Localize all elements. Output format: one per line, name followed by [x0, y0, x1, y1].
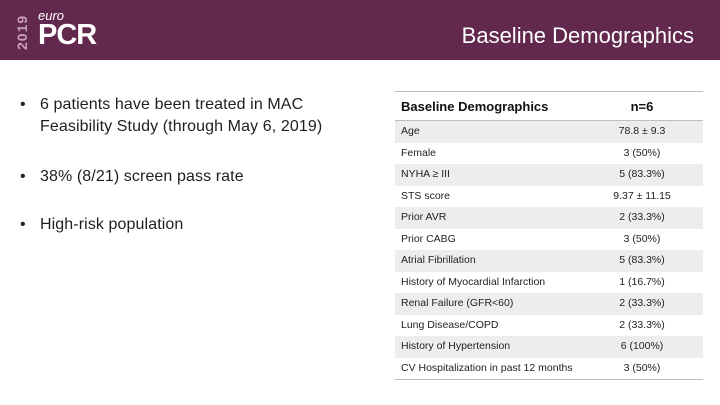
table-row: Renal Failure (GFR<60) 2 (33.3%)	[395, 293, 703, 315]
row-value: 1 (16.7%)	[619, 275, 665, 288]
logo-year: 2019	[14, 14, 30, 50]
table-row: Prior CABG 3 (50%)	[395, 229, 703, 251]
row-value: 6 (100%)	[581, 336, 703, 358]
row-label: Female	[401, 146, 437, 159]
row-label: History of Myocardial Infarction	[401, 275, 546, 288]
table-header-label: Baseline Demographics	[395, 91, 581, 121]
logo-brand: euro	[38, 8, 65, 23]
table-row: Age 78.8 ± 9.3	[395, 120, 703, 143]
row-value: 2 (33.3%)	[581, 207, 703, 229]
table-row: Female 3 (50%)	[395, 143, 703, 165]
table-row: History of Hypertension 6 (100%)	[395, 336, 703, 358]
row-value: 9.37 ± 11.15	[613, 189, 671, 202]
row-value: 3 (50%)	[623, 146, 661, 159]
demographics-table: Baseline Demographics n=6 Age 78.8 ± 9.3…	[395, 91, 703, 380]
logo-product: PCR	[38, 19, 97, 51]
row-value: 2 (33.3%)	[619, 318, 665, 331]
row-label: CV Hospitalization in past 12 months	[395, 357, 581, 380]
row-label: Lung Disease/COPD	[401, 318, 499, 331]
table-header-n: n=6	[581, 91, 703, 121]
table-row: Lung Disease/COPD 2 (33.3%)	[395, 315, 703, 337]
bullet-item: 6 patients have been treated in MAC Feas…	[18, 94, 373, 138]
table-row: History of Myocardial Infarction 1 (16.7…	[395, 272, 703, 294]
europcr-logo: 2019 euro PCR	[12, 6, 122, 54]
row-value: 3 (50%)	[581, 357, 703, 380]
row-label: Renal Failure (GFR<60)	[395, 293, 581, 315]
bullet-list: 6 patients have been treated in MAC Feas…	[18, 94, 373, 236]
row-value: 78.8 ± 9.3	[581, 120, 703, 143]
table-header-row: Baseline Demographics n=6	[395, 91, 703, 121]
row-label: NYHA ≥ III	[395, 164, 581, 186]
row-label: History of Hypertension	[395, 336, 581, 358]
slide-title: Baseline Demographics	[461, 23, 694, 48]
table-row: CV Hospitalization in past 12 months 3 (…	[395, 357, 703, 380]
row-label: Atrial Fibrillation	[395, 250, 581, 272]
row-label: Prior AVR	[395, 207, 581, 229]
row-label: Prior CABG	[401, 232, 456, 245]
bullet-item: 38% (8/21) screen pass rate	[18, 166, 373, 188]
bullet-item: High-risk population	[18, 214, 373, 236]
row-label: Age	[395, 120, 581, 143]
row-label: STS score	[401, 189, 451, 202]
row-value: 5 (83.3%)	[581, 164, 703, 186]
row-value: 3 (50%)	[623, 232, 661, 245]
table-row: Prior AVR 2 (33.3%)	[395, 207, 703, 229]
header-bar: 2019 euro PCR Baseline Demographics	[0, 0, 720, 60]
row-value: 2 (33.3%)	[581, 293, 703, 315]
table-row: STS score 9.37 ± 11.15	[395, 186, 703, 208]
table-row: NYHA ≥ III 5 (83.3%)	[395, 164, 703, 186]
table-row: Atrial Fibrillation 5 (83.3%)	[395, 250, 703, 272]
row-value: 5 (83.3%)	[581, 250, 703, 272]
